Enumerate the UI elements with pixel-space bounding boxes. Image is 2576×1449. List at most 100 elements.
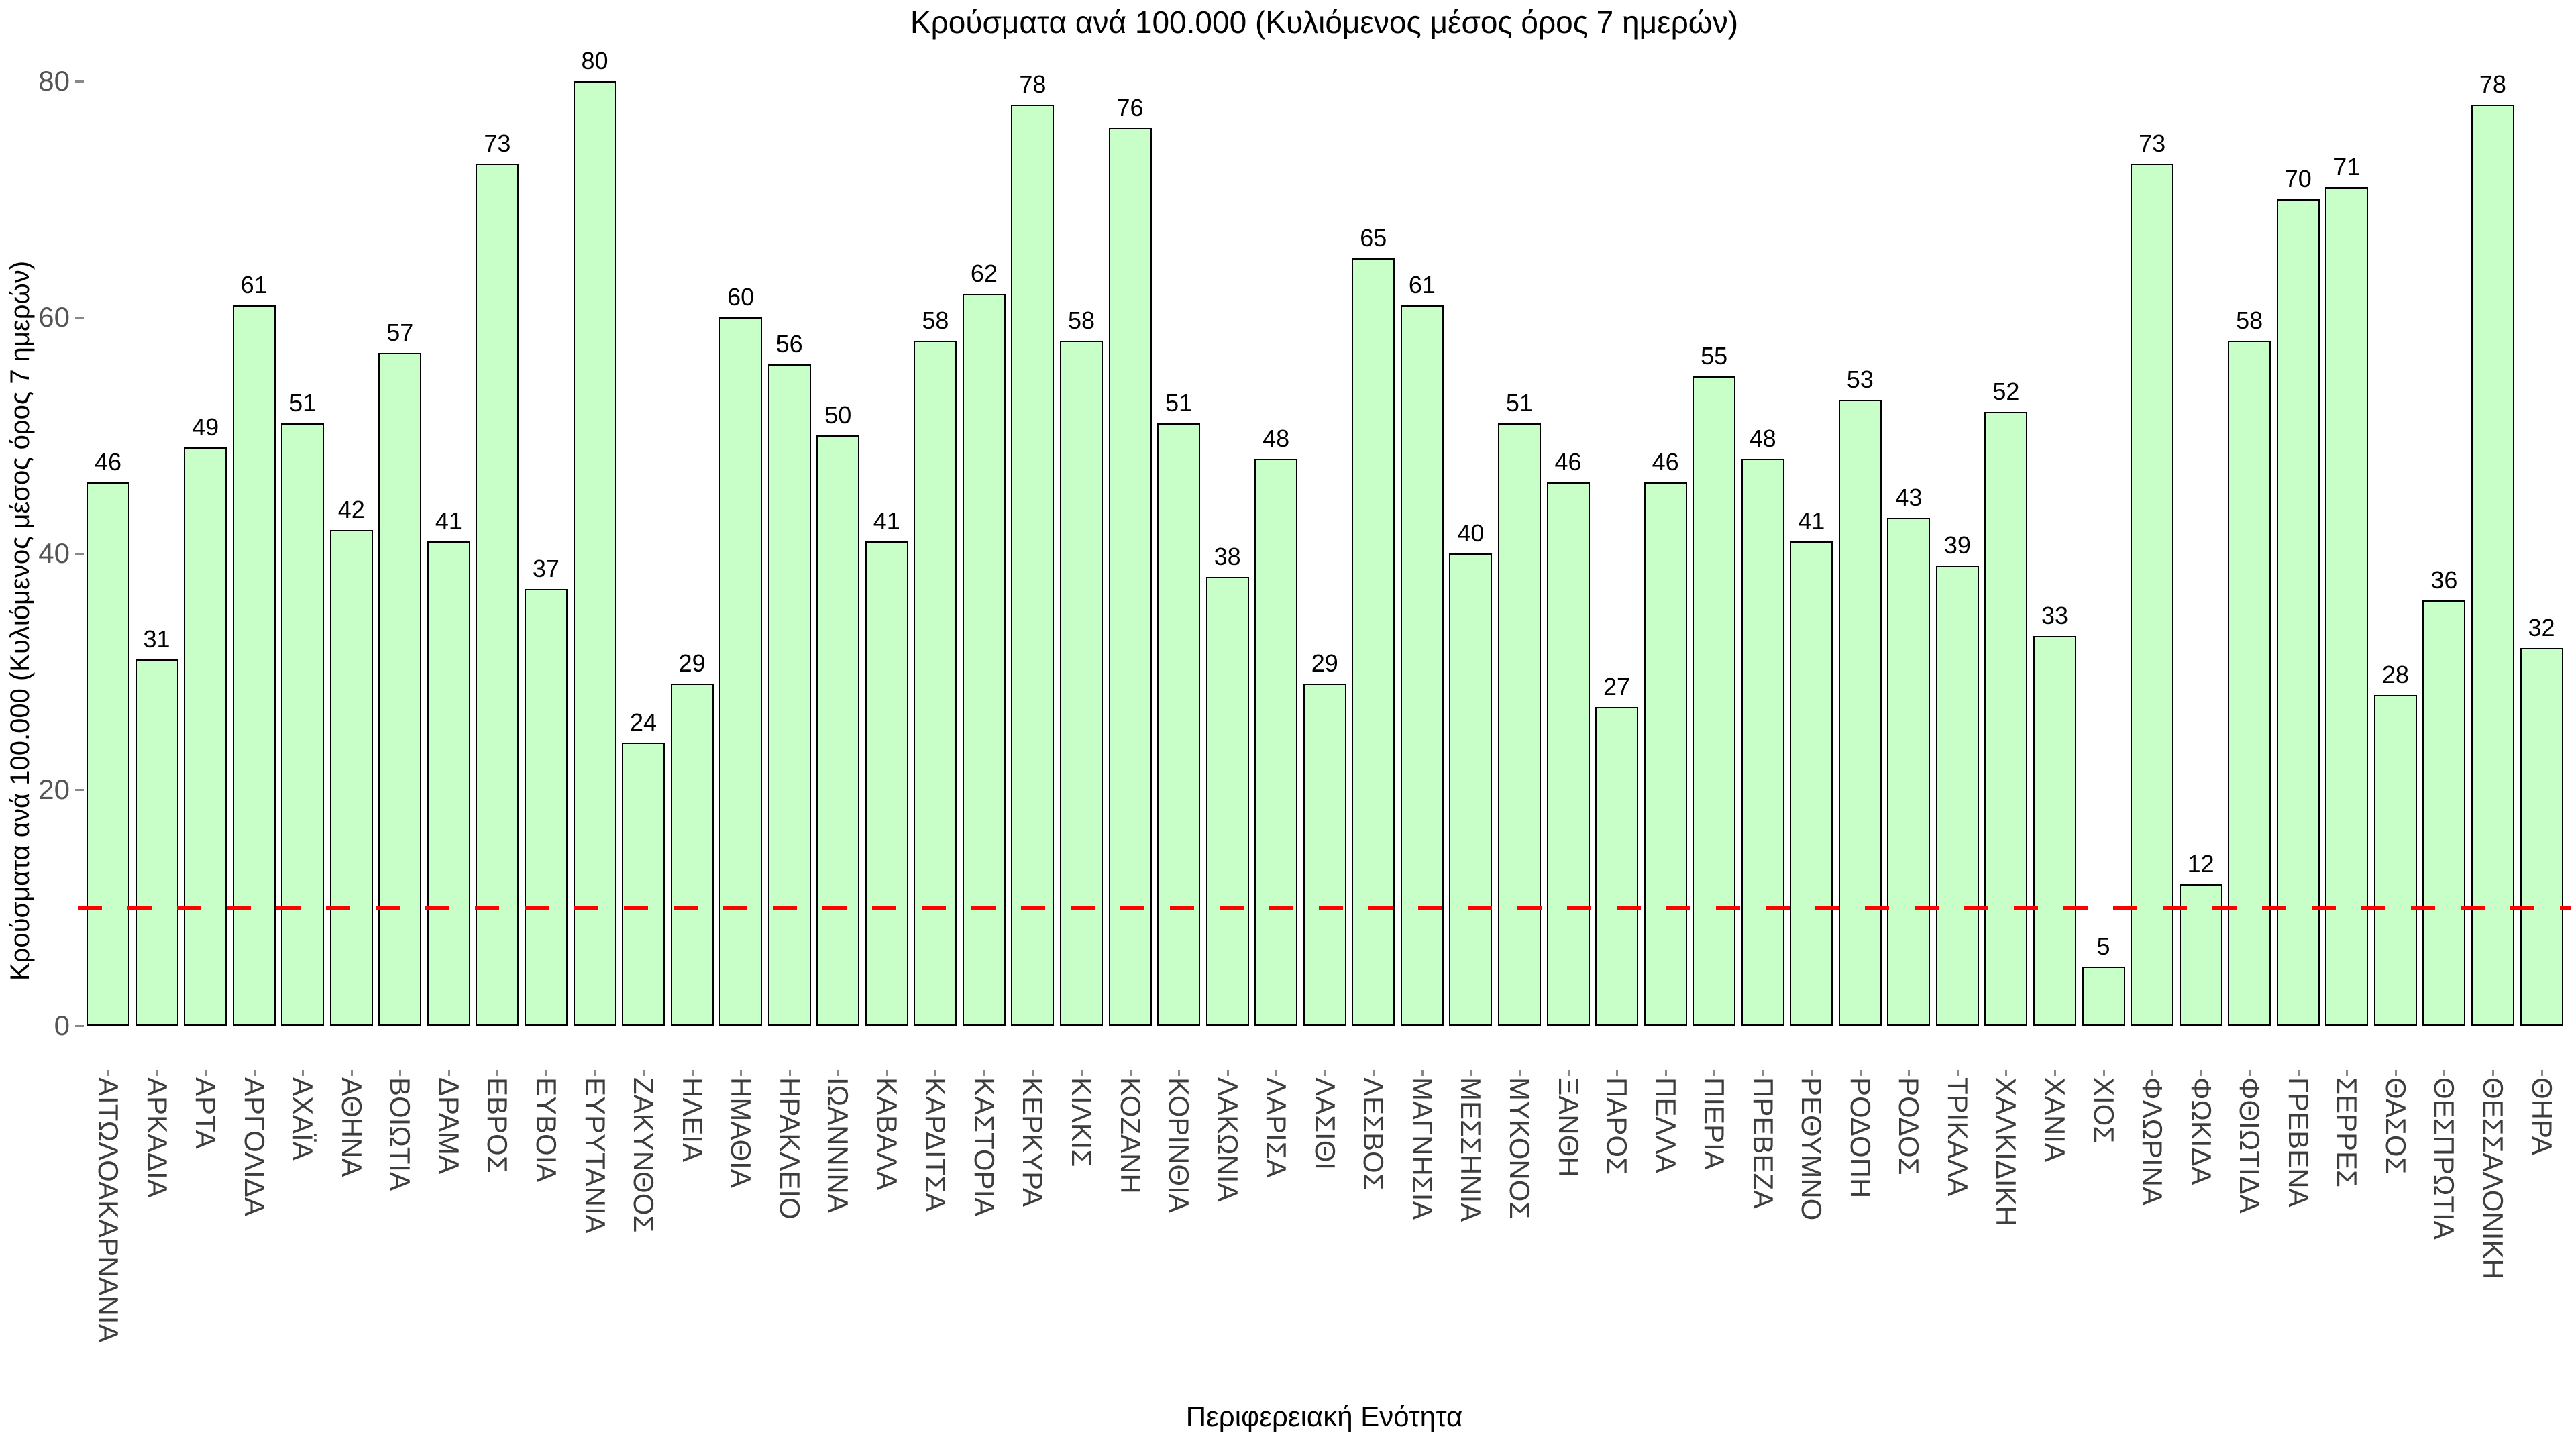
x-tick-mark (837, 1070, 840, 1076)
bar (2179, 883, 2222, 1026)
bar (1741, 459, 1784, 1026)
x-tick-label: ΣΕΡΡΕΣ (2331, 1077, 2363, 1187)
bar-value-label: 41 (873, 507, 900, 535)
x-tick-mark (934, 1070, 937, 1076)
x-tick-label: ΑΘΗΝΑ (335, 1077, 368, 1177)
x-tick-mark (2151, 1070, 2154, 1076)
bar-value-label: 28 (2381, 661, 2409, 689)
x-tick-label: ΗΡΑΚΛΕΙΟ (773, 1077, 806, 1220)
x-tick-label: ΚΑΒΑΛΑ (871, 1077, 903, 1191)
x-tick-label: ΞΑΝΘΗ (1552, 1077, 1585, 1177)
x-tick-label: ΠΑΡΟΣ (1601, 1077, 1633, 1175)
bar-value-label: 32 (2528, 613, 2555, 641)
x-tick-label: ΜΕΣΣΗΝΙΑ (1455, 1077, 1487, 1222)
bar (1838, 400, 1882, 1026)
bar (2276, 199, 2320, 1026)
x-tick-label: ΡΕΘΥΜΝΟ (1796, 1077, 1828, 1221)
x-tick-mark (1129, 1070, 1132, 1076)
x-tick-label: ΔΡΑΜΑ (433, 1077, 465, 1174)
x-tick-mark (1664, 1070, 1667, 1076)
bar (1205, 577, 1249, 1026)
bar-value-label: 31 (143, 625, 170, 653)
bar-value-label: 70 (2284, 165, 2312, 193)
x-tick-mark (156, 1070, 158, 1076)
x-tick-label: ΘΑΣΟΣ (2379, 1077, 2412, 1175)
x-tick-label: ΡΟΔΟΣ (1893, 1077, 1925, 1175)
x-tick-mark (1081, 1070, 1083, 1076)
bar-value-label: 43 (1895, 484, 1923, 512)
bar (1060, 341, 1103, 1026)
y-tick-mark (75, 553, 84, 555)
x-tick-label: ΚΟΖΑΝΗ (1114, 1077, 1146, 1194)
y-tick-label: 0 (54, 1010, 70, 1041)
x-tick-label: ΛΑΡΙΣΑ (1260, 1077, 1293, 1178)
x-tick-label: ΠΡΕΒΕΖΑ (1747, 1077, 1779, 1210)
bar (1108, 128, 1152, 1026)
bar (622, 742, 665, 1026)
bar-value-label: 52 (1992, 377, 2020, 405)
bar-value-label: 29 (1311, 649, 1338, 677)
bar-value-label: 61 (240, 271, 268, 299)
x-tick-label: ΦΛΩΡΙΝΑ (2137, 1077, 2169, 1205)
bar (232, 305, 276, 1026)
bar-value-label: 38 (1214, 543, 1241, 571)
x-tick-mark (1908, 1070, 1911, 1076)
x-tick-mark (2346, 1070, 2349, 1076)
x-tick-label: ΙΩΑΝΝΙΝΑ (822, 1077, 855, 1213)
bar-value-label: 55 (1701, 342, 1728, 370)
y-tick-mark (75, 317, 84, 319)
bar (184, 447, 227, 1026)
bar-value-label: 51 (289, 389, 317, 417)
x-tick-label: ΕΥΒΟΙΑ (530, 1077, 562, 1183)
bar-value-label: 78 (2479, 70, 2506, 99)
x-tick-label: ΘΗΡΑ (2526, 1077, 2558, 1155)
bar (1546, 482, 1590, 1026)
x-tick-label: ΗΛΕΙΑ (676, 1077, 708, 1163)
x-tick-label: ΑΧΑΪΑ (287, 1077, 319, 1161)
bar (1497, 423, 1541, 1026)
x-tick-mark (1421, 1070, 1424, 1076)
y-tick-label: 40 (38, 537, 70, 569)
bar-value-label: 58 (922, 307, 949, 335)
bar (719, 317, 763, 1026)
threshold-line (78, 906, 2571, 910)
bar-value-label: 46 (94, 448, 122, 476)
x-tick-mark (1226, 1070, 1229, 1076)
bar (573, 81, 616, 1026)
x-tick-mark (1859, 1070, 1862, 1076)
bar-value-label: 48 (1749, 425, 1776, 453)
bar-value-label: 5 (2096, 932, 2110, 960)
bar (427, 541, 470, 1026)
bar-value-label: 41 (435, 507, 462, 535)
bar-value-label: 62 (970, 259, 998, 287)
bar-value-label: 53 (1846, 366, 1874, 394)
bar-value-label: 48 (1263, 425, 1290, 453)
bar-value-label: 65 (1360, 224, 1387, 252)
bar-value-label: 61 (1408, 271, 1436, 299)
x-tick-label: ΘΕΣΣΑΛΟΝΙΚΗ (2477, 1077, 2509, 1279)
x-tick-label: ΗΜΑΘΙΑ (725, 1077, 757, 1188)
bar-value-label: 40 (1457, 519, 1485, 547)
bar-value-label: 58 (1067, 307, 1095, 335)
x-tick-label: ΡΟΔΟΠΗ (1844, 1077, 1876, 1199)
chart-title: Κρούσματα ανά 100.000 (Κυλιόμενος μέσος … (910, 5, 1739, 40)
x-tick-label: ΚΙΛΚΙΣ (1066, 1077, 1097, 1167)
x-tick-label: ΚΟΡΙΝΘΙΑ (1163, 1077, 1195, 1213)
x-tick-mark (253, 1070, 256, 1076)
x-tick-mark (1956, 1070, 1959, 1076)
x-tick-label: ΦΘΙΩΤΙΔΑ (2234, 1077, 2266, 1214)
bar-value-label: 39 (1943, 531, 1971, 559)
bar (767, 364, 811, 1026)
x-tick-mark (643, 1070, 645, 1076)
x-axis-title: Περιφερειακή Ενότητα (1185, 1401, 1463, 1432)
bar (329, 529, 373, 1026)
bar-value-label: 80 (581, 47, 608, 74)
bar (524, 588, 568, 1026)
y-tick-mark (75, 80, 84, 83)
x-tick-label: ΧΑΛΚΙΔΙΚΗ (1990, 1077, 2023, 1226)
x-tick-mark (1275, 1070, 1278, 1076)
x-tick-mark (1567, 1070, 1570, 1076)
bar-value-label: 73 (484, 129, 511, 158)
bar (1303, 683, 1346, 1026)
